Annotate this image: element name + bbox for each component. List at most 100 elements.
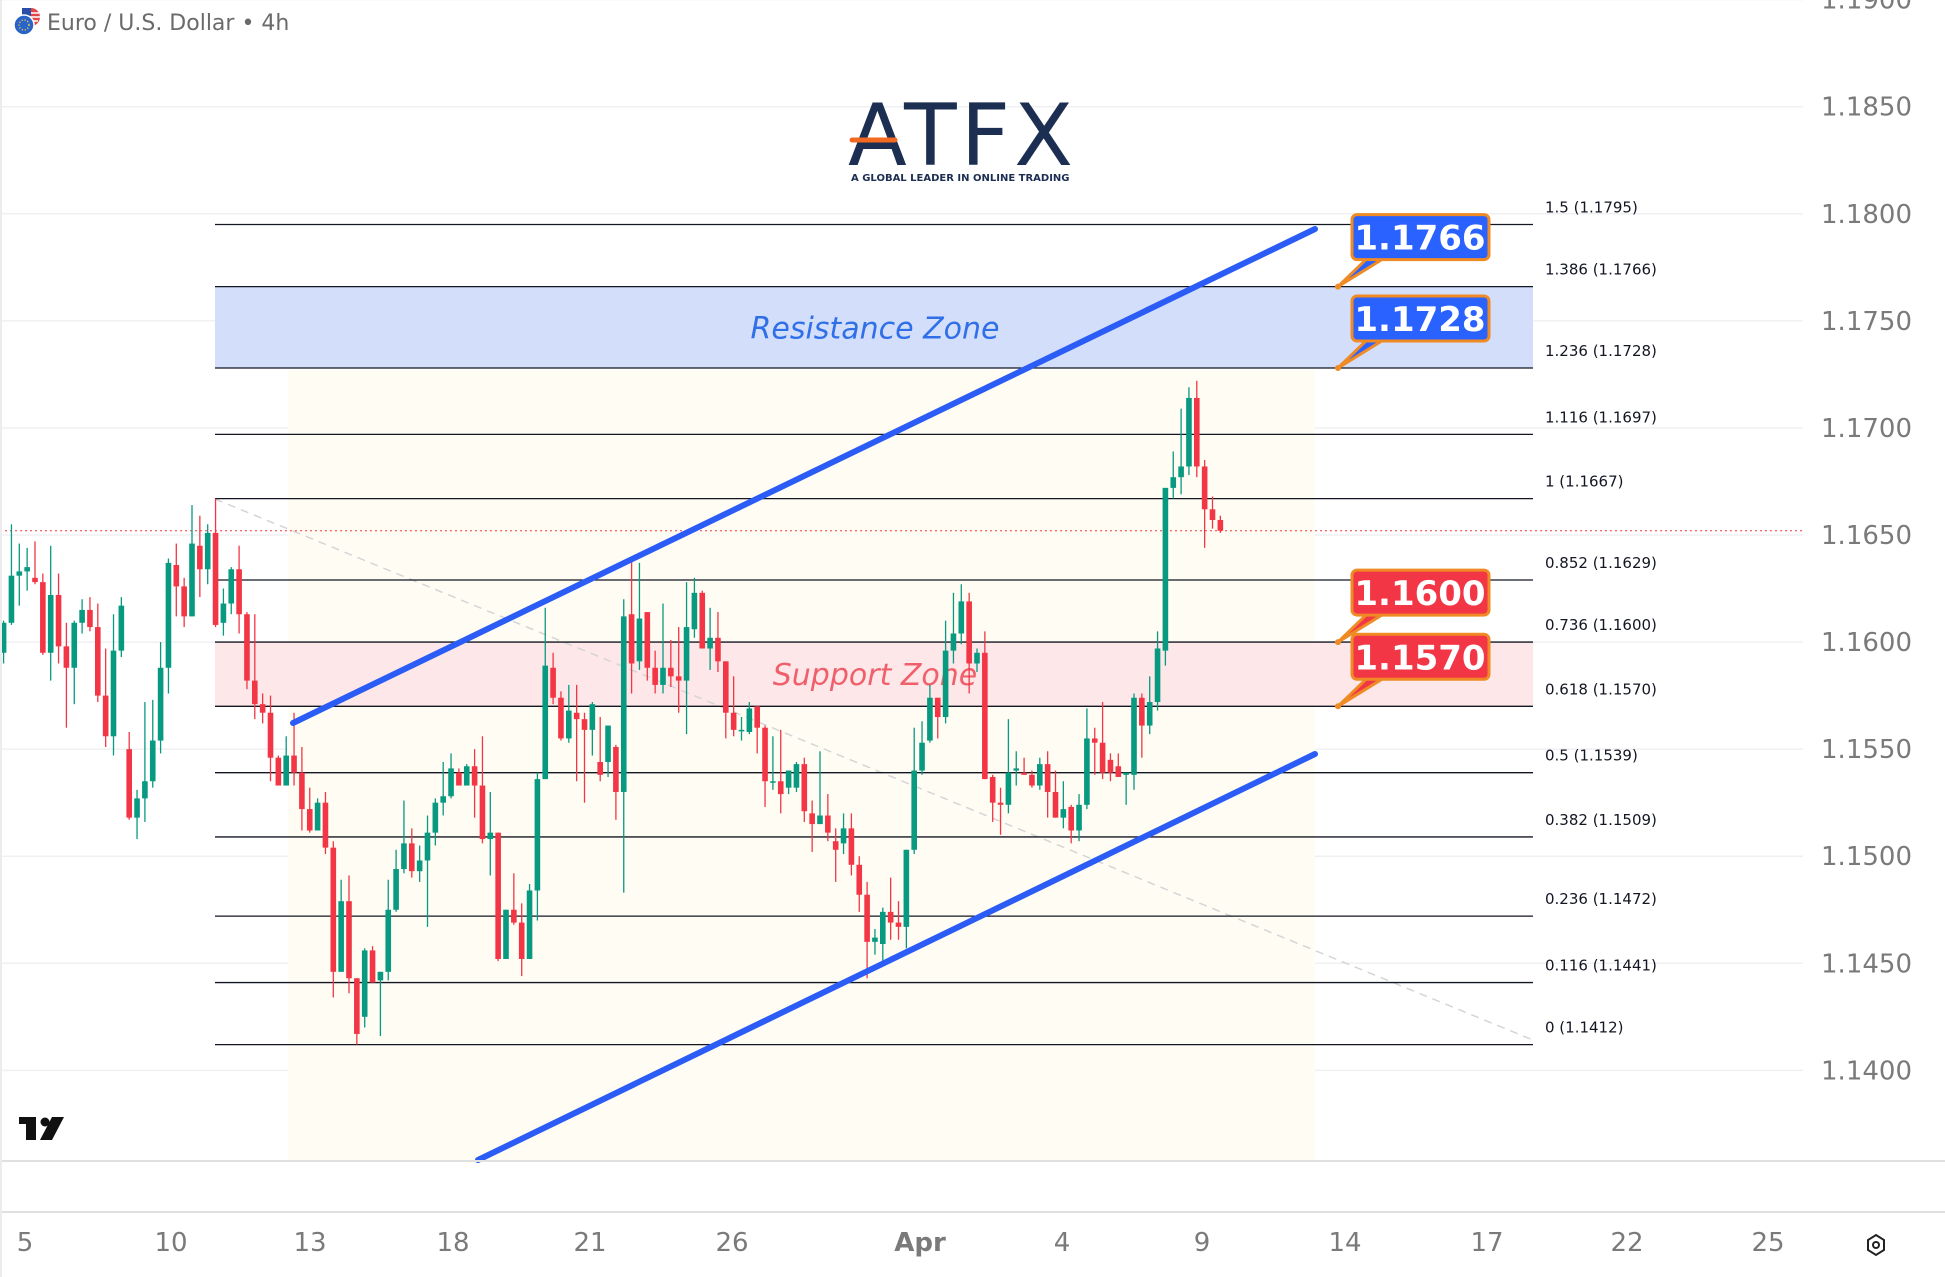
candle-body: [495, 832, 501, 959]
candle: [16, 543, 23, 606]
candle: [1005, 719, 1012, 814]
candle: [393, 849, 399, 912]
candle: [966, 592, 972, 694]
candle: [134, 789, 140, 840]
candle-body: [181, 586, 187, 617]
candle: [424, 815, 431, 927]
fib-level-label: 1.5 (1.1795): [1545, 199, 1638, 217]
candle-body: [613, 746, 619, 792]
candle: [1084, 708, 1090, 810]
candle-body: [1044, 764, 1051, 792]
candle-body: [393, 869, 399, 910]
candle: [204, 524, 211, 585]
candle: [997, 787, 1004, 835]
candle: [644, 612, 651, 681]
candle: [534, 772, 541, 921]
fib-level-label: 0.618 (1.1570): [1545, 680, 1657, 698]
candle-body: [1060, 809, 1067, 818]
channel-lower-line[interactable]: [475, 751, 1318, 1163]
candle-body: [566, 710, 572, 739]
candle-body: [652, 667, 658, 685]
candle: [989, 774, 996, 822]
candle: [361, 948, 368, 1028]
candle: [228, 567, 235, 615]
candle: [927, 684, 933, 743]
candle: [495, 832, 501, 962]
chart-title[interactable]: Euro / U.S. Dollar • 4h: [47, 11, 289, 36]
candle: [911, 727, 917, 855]
callout-label: 1.1570: [1354, 638, 1485, 678]
candle: [974, 648, 980, 673]
candle-body: [440, 796, 446, 803]
candle: [770, 736, 776, 790]
price-tick-label: 1.1400: [1821, 1056, 1912, 1086]
candle-body: [817, 815, 823, 825]
candle: [777, 729, 784, 814]
candle-body: [597, 761, 603, 775]
candle-body: [880, 911, 886, 944]
candle: [660, 603, 666, 694]
time-axis[interactable]: 5 10 13 18 21 26 Apr 4 9 14 17 22 25: [17, 1228, 1785, 1258]
candle-body: [487, 832, 494, 840]
candle: [47, 545, 54, 681]
candle-body: [644, 612, 651, 668]
candle: [942, 620, 949, 724]
price-tick-label: 1.1800: [1821, 200, 1912, 230]
candle: [754, 706, 760, 754]
candle-body: [1084, 738, 1090, 805]
candle: [1154, 631, 1161, 711]
candle: [856, 856, 863, 912]
candle-body: [887, 911, 894, 923]
tradingview-logo[interactable]: [19, 1117, 64, 1140]
candle: [197, 515, 203, 598]
candle: [173, 543, 180, 617]
price-tick-label: 1.1600: [1821, 628, 1912, 658]
time-tick-label: 10: [154, 1228, 187, 1258]
candle: [95, 603, 101, 703]
time-tick-label: 17: [1470, 1228, 1503, 1258]
candle: [1068, 804, 1074, 844]
candle-body: [723, 661, 729, 713]
candle: [715, 612, 721, 673]
candle-body: [1123, 772, 1129, 775]
candle-body: [927, 697, 933, 741]
candle: [40, 573, 46, 655]
candle: [511, 873, 517, 925]
candle: [919, 721, 925, 775]
fib-level-label: 1.116 (1.1697): [1545, 408, 1657, 426]
candle: [63, 622, 70, 728]
candle: [369, 946, 376, 983]
candle: [1201, 460, 1208, 548]
candle: [613, 744, 619, 820]
channel-upper-line[interactable]: [290, 226, 1318, 726]
price-tick-label: 1.1650: [1821, 521, 1912, 551]
candle: [330, 841, 337, 998]
gear-icon[interactable]: [1867, 1233, 1885, 1257]
candle: [299, 746, 305, 831]
callout-anchor: [1335, 703, 1341, 710]
fib-level-label: 0.116 (1.1441): [1545, 957, 1657, 975]
candle: [817, 751, 823, 825]
candle: [1029, 770, 1035, 788]
callout-anchor: [1335, 639, 1341, 646]
candle: [738, 717, 745, 741]
candle: [1209, 496, 1216, 529]
price-axis[interactable]: 1.1900 1.1850 1.1800 1.1750 1.1700 1.1650 1.16…: [1821, 0, 1912, 1086]
candle-body: [157, 667, 164, 741]
candle: [267, 695, 274, 782]
time-tick-label: 22: [1610, 1228, 1643, 1258]
candle: [283, 736, 289, 786]
candle-body: [204, 532, 211, 570]
candle: [887, 877, 894, 940]
callout-box: [1350, 213, 1491, 262]
candle-body: [71, 622, 78, 668]
candle: [110, 614, 117, 756]
candle: [87, 597, 93, 632]
fibonacci-extension[interactable]: 1.5 (1.1795) 1.386 (1.1766) 1.236 (1.1728)…: [215, 199, 1657, 1046]
candle: [675, 627, 682, 713]
candle: [118, 597, 125, 658]
price-callouts: 1.1766 1.1728 1.1600 1.1570: [1335, 213, 1491, 710]
candle: [1115, 753, 1122, 777]
candle: [628, 560, 635, 694]
